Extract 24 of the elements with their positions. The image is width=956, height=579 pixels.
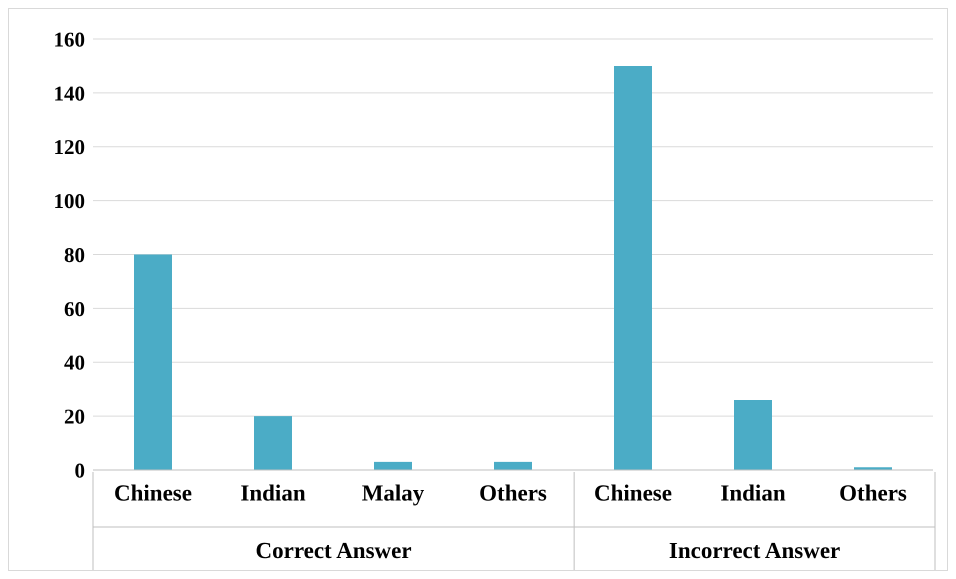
y-tick-label: 60 [64, 296, 85, 321]
x-tick-label: Chinese [114, 480, 192, 506]
x-tick-label: Indian [720, 480, 786, 506]
bar [374, 462, 412, 470]
bar [494, 462, 532, 470]
y-tick-label: 140 [54, 81, 85, 106]
y-tick-label: 0 [74, 458, 85, 482]
y-tick-label: 20 [64, 404, 85, 429]
y-tick-label: 80 [64, 242, 85, 267]
y-tick-label: 160 [54, 27, 85, 52]
y-tick-label: 120 [54, 135, 85, 160]
bar [734, 400, 772, 470]
text: Correct Answer [256, 538, 412, 563]
text: Incorrect Answer [668, 538, 840, 563]
y-tick-label: 100 [54, 189, 85, 214]
y-tick-label: 40 [64, 350, 85, 375]
bar [134, 254, 172, 470]
x-tick-label: Chinese [594, 480, 672, 506]
bar [254, 416, 292, 470]
x-tick-label: Indian [240, 480, 306, 506]
x-tick-label: Others [839, 480, 907, 506]
x-tick-label: Malay [362, 480, 425, 506]
bar [614, 66, 652, 470]
x-tick-label: Others [479, 480, 547, 506]
